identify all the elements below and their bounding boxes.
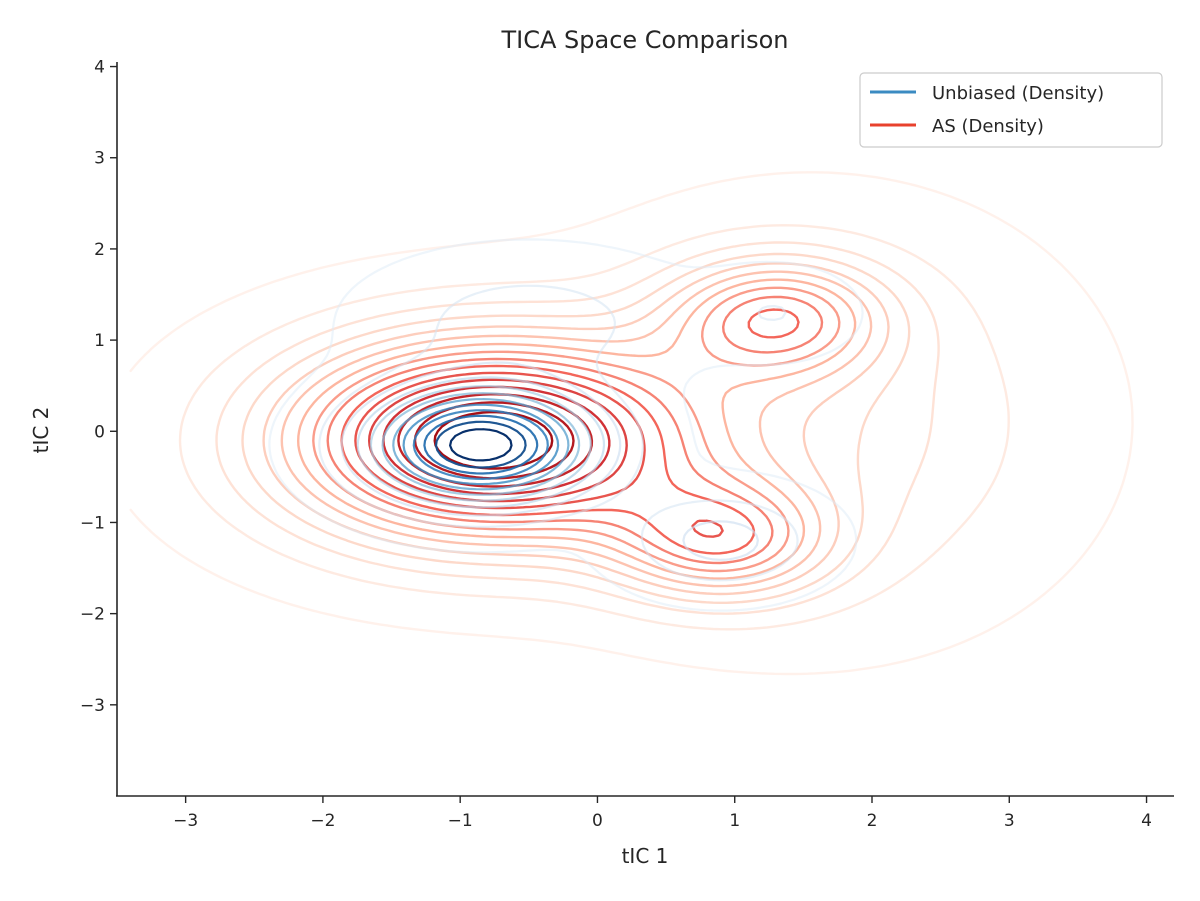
- contour-line-unbiased: [356, 376, 606, 509]
- contour-line-unbiased: [392, 398, 570, 491]
- legend: Unbiased (Density) AS (Density): [859, 72, 1163, 148]
- contour-line-as: [178, 224, 1010, 631]
- x-tick-label: −3: [173, 811, 198, 831]
- contour-line-as: [215, 241, 940, 615]
- x-axis-label: tIC 1: [622, 844, 669, 868]
- x-tick-label: 2: [867, 811, 878, 831]
- contour-line-as: [312, 286, 841, 573]
- contour-line-as: [129, 171, 1134, 676]
- contour-line-unbiased: [318, 284, 799, 582]
- contour-group-as: [129, 171, 1134, 676]
- y-tick-label: −3: [80, 696, 105, 716]
- legend-label-unbiased: Unbiased (Density): [932, 83, 1104, 104]
- x-tick-label: 0: [592, 811, 603, 831]
- x-tick-label: −1: [448, 811, 473, 831]
- contour-line-unbiased: [423, 414, 539, 475]
- x-tick-label: 1: [729, 811, 740, 831]
- contour-layer: [129, 171, 1134, 676]
- x-tick-label: 4: [1141, 811, 1152, 831]
- contour-line-unbiased: [268, 238, 864, 612]
- contour-line-unbiased: [369, 385, 592, 502]
- contour-line-unbiased: [402, 403, 560, 486]
- legend-box: [859, 72, 1163, 148]
- y-tick-label: −1: [80, 513, 105, 533]
- x-tick-label: 3: [1004, 811, 1015, 831]
- contour-line-unbiased: [381, 392, 581, 496]
- contour-line-as: [354, 371, 724, 538]
- contour-line-unbiased: [412, 409, 549, 480]
- contour-line-unbiased: [434, 420, 527, 469]
- contour-line-unbiased: [340, 361, 759, 561]
- x-ticks: −3 −2 −1 0 1 2 3 4: [173, 796, 1152, 831]
- contour-line-unbiased: [449, 428, 513, 462]
- y-axis-label: tIC 2: [29, 407, 53, 454]
- legend-label-as: AS (Density): [932, 116, 1044, 137]
- y-tick-label: −2: [80, 605, 105, 625]
- contour-line-as: [297, 278, 857, 580]
- contour-line-as: [241, 252, 911, 604]
- chart-title: TICA Space Comparison: [500, 26, 788, 54]
- axes: [116, 62, 1174, 797]
- y-tick-label: 1: [94, 331, 105, 351]
- y-ticks: −3 −2 −1 0 1 2 3 4: [80, 58, 117, 716]
- contour-group-unbiased: [268, 238, 864, 612]
- y-tick-label: 0: [94, 422, 105, 442]
- contour-line-as: [280, 270, 873, 588]
- contour-line-as: [340, 308, 800, 555]
- y-tick-label: 2: [94, 240, 105, 260]
- x-tick-label: −2: [310, 811, 335, 831]
- contour-line-as: [382, 385, 611, 496]
- y-tick-label: 3: [94, 149, 105, 169]
- y-tick-label: 4: [94, 58, 105, 78]
